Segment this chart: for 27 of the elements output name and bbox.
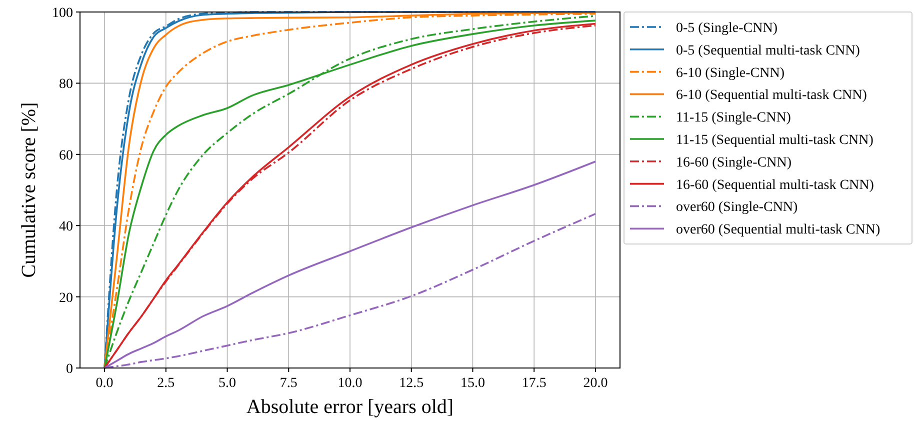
y-tick-label: 80 <box>59 77 73 92</box>
legend-label: 0-5 (Single-CNN) <box>676 21 778 36</box>
x-tick-label: 17.5 <box>522 376 546 391</box>
legend-label: over60 (Single-CNN) <box>676 200 798 216</box>
legend-label: 11-15 (Sequential multi-task CNN) <box>676 133 874 148</box>
x-tick-label: 12.5 <box>399 376 424 391</box>
legend-label: over60 (Sequential multi-task CNN) <box>676 222 880 238</box>
y-tick-label: 20 <box>59 290 73 306</box>
y-tick-label: 100 <box>52 6 73 21</box>
legend-label: 0-5 (Sequential multi-task CNN) <box>676 43 860 58</box>
x-tick-label: 7.5 <box>280 376 298 391</box>
legend-label: 16-60 (Sequential multi-task CNN) <box>676 178 874 193</box>
legend-label: 6-10 (Single-CNN) <box>676 66 785 81</box>
x-tick-label: 2.5 <box>157 376 175 391</box>
x-tick-label: 0.0 <box>96 376 114 391</box>
y-tick-label: 0 <box>66 362 73 377</box>
y-tick-label: 40 <box>59 220 73 235</box>
x-tick-label: 5.0 <box>218 376 236 391</box>
legend-label: 6-10 (Sequential multi-task CNN) <box>676 88 868 104</box>
x-axis-title: Absolute error [years old] <box>246 396 454 418</box>
x-tick-label: 10.0 <box>338 376 362 391</box>
x-tick-label: 15.0 <box>460 376 485 391</box>
y-axis-title: Cumulative score [%] <box>18 102 40 278</box>
x-tick-label: 20.0 <box>583 376 608 391</box>
legend-label: 11-15 (Single-CNN) <box>676 110 792 126</box>
legend-label: 16-60 (Single-CNN) <box>676 155 792 170</box>
y-tick-label: 60 <box>59 148 73 164</box>
